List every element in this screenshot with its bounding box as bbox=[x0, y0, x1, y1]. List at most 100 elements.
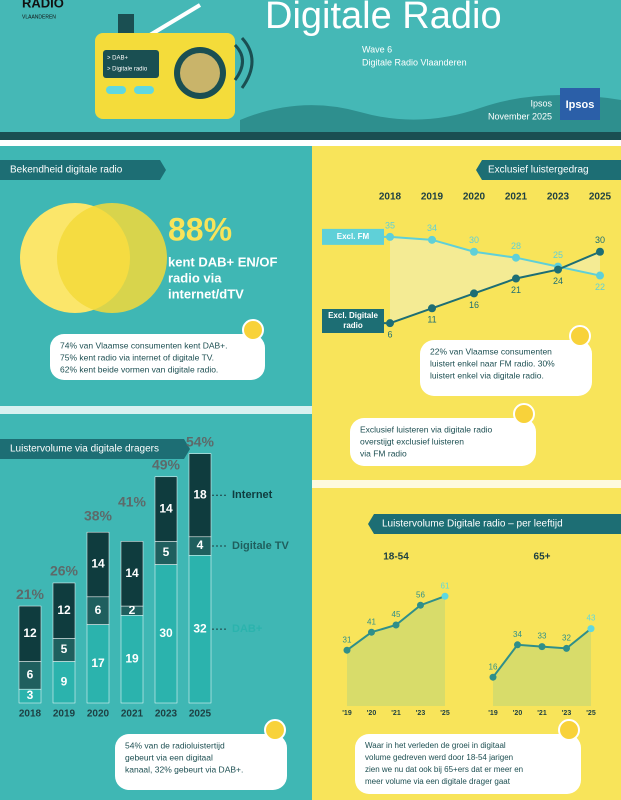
segment-label: 14 bbox=[159, 501, 173, 515]
segment-label: 18 bbox=[193, 487, 207, 501]
divider bbox=[0, 406, 312, 414]
data-label: 28 bbox=[511, 241, 521, 251]
callout-text: 62% kent beide vormen van digitale radio… bbox=[60, 364, 218, 374]
segment-label: 6 bbox=[95, 603, 102, 617]
data-label: 16 bbox=[489, 662, 498, 671]
radio-speaker bbox=[180, 53, 220, 93]
total-label: 38% bbox=[84, 507, 113, 523]
x-tick-label: '21 bbox=[391, 710, 401, 717]
callout-text: luistert enkel naar FM radio. 30% bbox=[430, 358, 555, 368]
data-label: 32 bbox=[562, 634, 571, 643]
bulb-icon bbox=[513, 403, 535, 425]
x-tick-label: 2019 bbox=[53, 709, 76, 720]
callout-text: 75% kent radio via internet of digitale … bbox=[60, 352, 214, 362]
radio-button bbox=[134, 86, 154, 94]
screen-text: > DAB+ bbox=[107, 56, 129, 62]
bulb-icon bbox=[558, 719, 580, 741]
series-line bbox=[389, 250, 601, 325]
title: Digitale Radio bbox=[265, 0, 502, 37]
data-label: 43 bbox=[587, 614, 596, 623]
point bbox=[512, 274, 520, 283]
segment-label: 9 bbox=[61, 674, 68, 688]
callout-text: 22% van Vlaamse consumenten bbox=[430, 346, 552, 356]
x-tick-label: '20 bbox=[513, 710, 523, 717]
point bbox=[596, 271, 604, 280]
segment-label: 5 bbox=[61, 642, 68, 656]
callout bbox=[50, 334, 265, 380]
segment-label: 17 bbox=[91, 656, 105, 670]
wave bbox=[240, 95, 621, 140]
data-label: 35 bbox=[385, 220, 395, 230]
data-label: 56 bbox=[416, 590, 425, 599]
area bbox=[347, 596, 445, 706]
section-ribbon bbox=[0, 160, 166, 180]
point bbox=[368, 628, 375, 636]
ipsos-logo-text: Ipsos bbox=[566, 99, 595, 111]
point bbox=[563, 644, 570, 652]
logo: RADIO bbox=[22, 0, 64, 10]
callout-text: overstijgt exclusief luisteren bbox=[360, 436, 464, 446]
data-label: 61 bbox=[441, 581, 450, 590]
divider bbox=[312, 480, 621, 488]
callout-text: meer volume via een digitale drager gaat bbox=[365, 777, 511, 786]
date: November 2025 bbox=[488, 111, 552, 121]
x-tick-label: 2020 bbox=[87, 709, 110, 720]
data-label: 30 bbox=[595, 235, 605, 245]
point bbox=[343, 646, 351, 654]
big-text: kent DAB+ EN/OF bbox=[168, 254, 277, 269]
radio-button bbox=[106, 86, 126, 94]
callout-text: Waar in het verleden de groei in digitaa… bbox=[365, 741, 506, 750]
legend-label: Internet bbox=[232, 489, 273, 501]
segment-label: 19 bbox=[125, 651, 139, 665]
data-label: 25 bbox=[553, 250, 563, 260]
big-text: internet/dTV bbox=[168, 286, 244, 301]
point bbox=[417, 601, 424, 609]
bar-segment bbox=[188, 453, 212, 538]
segment-label: 2 bbox=[129, 603, 136, 617]
section-ribbon bbox=[368, 514, 621, 534]
subtitle: Digitale Radio Vlaanderen bbox=[362, 57, 467, 67]
segment-label: 5 bbox=[163, 545, 170, 559]
point bbox=[489, 673, 497, 681]
bulb-icon bbox=[569, 325, 591, 347]
antenna bbox=[148, 3, 202, 37]
radio-screen bbox=[103, 50, 159, 78]
x-tick-label: 2023 bbox=[547, 192, 570, 203]
data-label: 30 bbox=[469, 235, 479, 245]
point bbox=[428, 235, 436, 244]
callout bbox=[420, 340, 592, 396]
data-label: 34 bbox=[513, 630, 522, 639]
x-tick-label: '20 bbox=[367, 710, 377, 717]
point bbox=[596, 247, 604, 256]
segment-label: 30 bbox=[159, 626, 173, 640]
data-label: 24 bbox=[553, 276, 563, 286]
callout bbox=[355, 734, 581, 794]
stripe bbox=[0, 132, 621, 140]
callout-text: volume gedreven werd door 18-54 jarigen bbox=[365, 753, 513, 762]
x-tick-label: '25 bbox=[586, 710, 596, 717]
callout-text: via FM radio bbox=[360, 448, 407, 458]
bulb-icon bbox=[264, 719, 286, 741]
segment-label: 14 bbox=[125, 566, 139, 580]
panel-title: 65+ bbox=[534, 552, 551, 563]
bulb-icon bbox=[242, 319, 264, 341]
point bbox=[554, 265, 562, 274]
callout-text: gebeurt via een digitaal bbox=[125, 752, 213, 762]
gap-area bbox=[390, 236, 600, 324]
bar-segment bbox=[18, 605, 42, 662]
callout-text: zien we nu dat ook bij 65+ers dat er mee… bbox=[365, 765, 523, 774]
total-label: 26% bbox=[50, 563, 79, 579]
x-tick-label: 2020 bbox=[463, 192, 486, 203]
x-tick-label: '23 bbox=[416, 710, 426, 717]
point bbox=[538, 643, 546, 651]
x-tick-label: '19 bbox=[488, 710, 498, 717]
legend-label: Excl. Digitale radio bbox=[322, 309, 384, 333]
venn-circle bbox=[57, 203, 167, 313]
callout-text: kanaal, 32% gebeurt via DAB+. bbox=[125, 764, 243, 774]
section-title: Luistervolume Digitale radio – per leeft… bbox=[382, 519, 563, 530]
segment-label: 32 bbox=[193, 621, 207, 635]
legend-label: DAB+ bbox=[232, 623, 262, 635]
callout-text: Exclusief luisteren via digitale radio bbox=[360, 424, 493, 434]
